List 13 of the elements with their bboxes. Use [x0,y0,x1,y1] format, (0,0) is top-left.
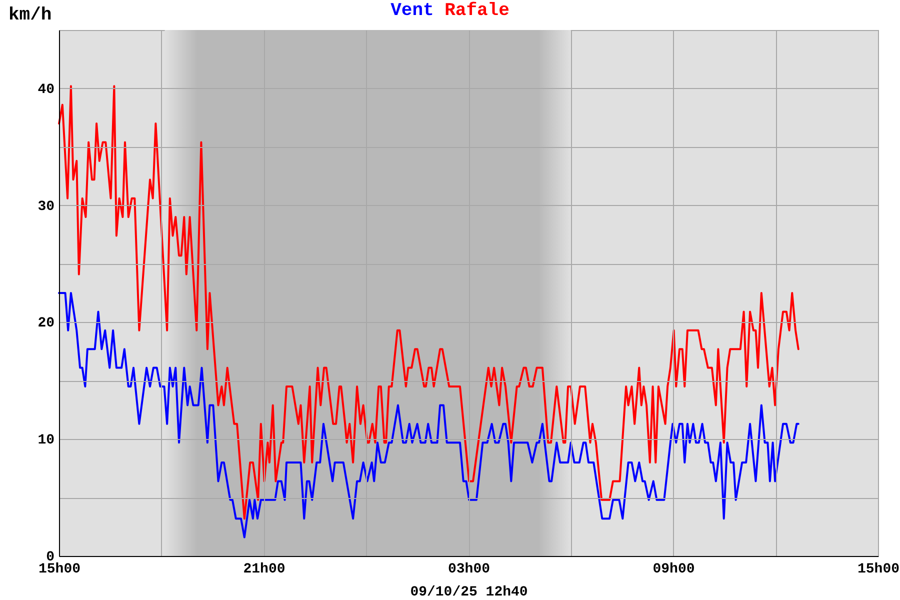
x-tick-label: 15h00 [857,562,900,578]
y-tick-label: 40 [38,82,54,98]
text: Rafale [444,1,510,21]
x-tick-label: 21h00 [243,562,286,578]
y-axis-title: km/h [8,6,52,26]
y-tick-label: 10 [38,432,54,449]
x-tick-label: 15h00 [38,562,81,578]
y-tick-label: 20 [38,316,54,332]
text: Vent [390,1,434,21]
x-tick-label: 03h00 [448,562,490,578]
y-tick-label: 30 [38,198,54,215]
x-tick-label: 09h00 [652,562,695,578]
x-axis-title: 09/10/25 12h40 [410,584,528,600]
